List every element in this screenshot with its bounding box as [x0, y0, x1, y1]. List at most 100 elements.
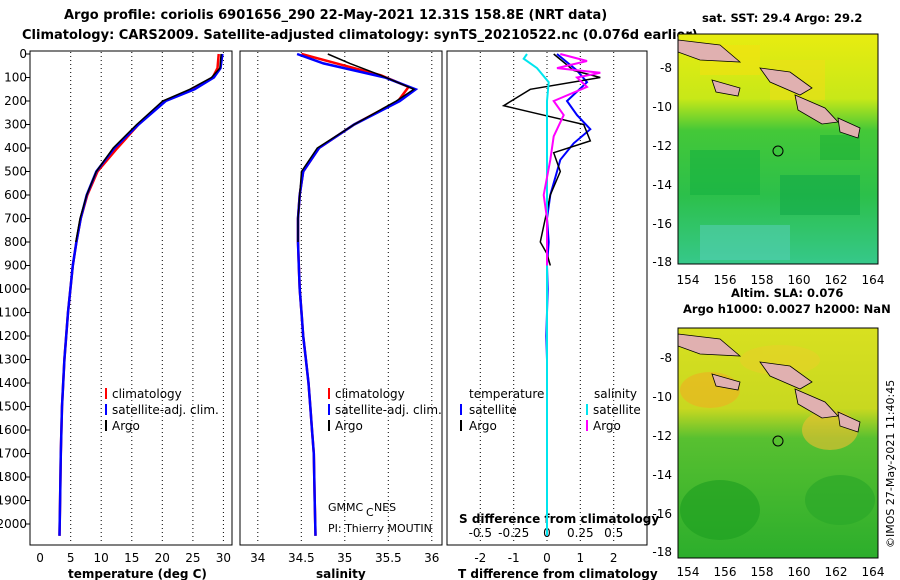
- lat-label: -10: [652, 390, 672, 404]
- lon-label: 162: [825, 273, 848, 287]
- xtick-label: 0: [543, 551, 551, 565]
- sst-map: sat. SST: 29.4 Argo: 29.2 -8 -10 -12 -14…: [652, 11, 884, 287]
- lon-label: 164: [862, 273, 885, 287]
- lon-label: 164: [862, 565, 885, 579]
- diff-series-s-satellite: [522, 53, 550, 536]
- salinity-xtick-labels: 34 34.5 35 35.5 36: [250, 551, 439, 565]
- sla-islands: [677, 333, 861, 433]
- difference-legend: temperature satellite Argo salinity sate…: [460, 387, 641, 433]
- ytick-label: 1100: [0, 306, 27, 320]
- xtick2-label: -0.25: [498, 526, 529, 540]
- xtick2-label: 0.25: [567, 526, 594, 540]
- ytick-label: 200: [4, 94, 27, 108]
- xtick-label: 35: [337, 551, 352, 565]
- ytick-label: 900: [4, 259, 27, 273]
- temp-series-satellite-adj: [58, 53, 224, 536]
- temperature-legend: climatology satellite-adj. clim. Argo: [105, 387, 219, 433]
- lat-label: -18: [652, 545, 672, 559]
- legend-t-satellite: satellite: [469, 403, 517, 417]
- argo-location-marker: [772, 435, 784, 447]
- difference-xtick2-labels: -0.5 -0.25 0 0.25 0.5: [469, 526, 624, 540]
- sla-texture: [680, 345, 875, 540]
- ytick-label: 1600: [0, 423, 27, 437]
- sst-yticks: -8 -10 -12 -14 -16 -18: [652, 61, 672, 269]
- xtick-label: 30: [216, 551, 231, 565]
- t-difference-axis-label: T difference from climatology: [458, 567, 658, 580]
- xtick-label: 1: [576, 551, 584, 565]
- xtick2-label: 0.5: [604, 526, 623, 540]
- sla-map: Altim. SLA: 0.076 Argo h1000: 0.0027 h20…: [652, 286, 890, 579]
- lon-label: 160: [788, 273, 811, 287]
- legend-argo: Argo: [112, 419, 140, 433]
- ytick-label: 1700: [0, 447, 27, 461]
- ytick-label: 1800: [0, 470, 27, 484]
- temperature-plot-frame: [29, 50, 233, 546]
- legend-climatology: climatology: [335, 387, 405, 401]
- ytick-label: 2000: [0, 517, 27, 531]
- lon-label: 154: [677, 273, 700, 287]
- ytick-label: 1200: [0, 329, 27, 343]
- lat-label: -12: [652, 139, 672, 153]
- legend-climatology: climatology: [112, 387, 182, 401]
- sst-islands: [677, 39, 861, 139]
- legend-s-satellite: satellite: [593, 403, 641, 417]
- lon-label: 158: [751, 565, 774, 579]
- lon-label: 154: [677, 565, 700, 579]
- ytick-label: 1400: [0, 376, 27, 390]
- xtick-label: -1: [508, 551, 520, 565]
- sla-xticks: 154 156 158 160 162 164: [677, 565, 885, 579]
- sst-xticks: 154 156 158 160 162 164: [677, 273, 885, 287]
- xtick-label: 20: [155, 551, 170, 565]
- xtick-label: -2: [474, 551, 486, 565]
- difference-panel: -2 -1 0 1 2 -0.5 -0.25 0 0.25 0.5 S diff…: [446, 50, 659, 580]
- sla-yticks: -8 -10 -12 -14 -16 -18: [652, 351, 672, 559]
- credit-gmmc: GMMC: [328, 501, 364, 514]
- lon-label: 158: [751, 273, 774, 287]
- lat-label: -10: [652, 100, 672, 114]
- diff-series-s-argo: [542, 53, 601, 266]
- argo-location-marker: [772, 145, 784, 157]
- xtick-label: 25: [185, 551, 200, 565]
- depth-tick-labels: 0 100 200 300 400 500 600 700 800 900 10…: [0, 47, 27, 531]
- ytick-label: 1000: [0, 282, 27, 296]
- legend-satellite-adj: satellite-adj. clim.: [112, 403, 219, 417]
- temperature-axis-label: temperature (deg C): [68, 567, 207, 580]
- ytick-label: 1900: [0, 494, 27, 508]
- legend-t-argo: Argo: [469, 419, 497, 433]
- ytick-label: 300: [4, 118, 27, 132]
- lat-label: -14: [652, 178, 672, 192]
- xtick-label: 10: [94, 551, 109, 565]
- temp-series-argo: [75, 53, 222, 243]
- legend-salinity-title: salinity: [594, 387, 637, 401]
- credit-nes: NES: [374, 501, 396, 514]
- credit-pi: PI: Thierry MOUTIN: [328, 522, 432, 535]
- xtick-label: 35.5: [375, 551, 402, 565]
- difference-plot-frame: [446, 50, 648, 546]
- ytick-label: 0: [19, 47, 27, 61]
- temp-series-climatology: [58, 53, 220, 536]
- lon-label: 160: [788, 565, 811, 579]
- lat-label: -8: [660, 351, 672, 365]
- lat-label: -14: [652, 468, 672, 482]
- sst-map-frame: [677, 33, 879, 265]
- ytick-label: 1300: [0, 353, 27, 367]
- ytick-label: 100: [4, 71, 27, 85]
- legend-s-argo: Argo: [593, 419, 621, 433]
- temperature-grid: [70, 52, 224, 544]
- lat-label: -16: [652, 217, 672, 231]
- temperature-panel: 0 100 200 300 400 500 600 700 800 900 10…: [0, 47, 233, 580]
- xtick-label: 15: [124, 551, 139, 565]
- credits: GMMC C NES PI: Thierry MOUTIN: [328, 501, 432, 535]
- legend-argo: Argo: [335, 419, 363, 433]
- sla-map-title-1: Altim. SLA: 0.076: [731, 286, 843, 300]
- legend-temperature-title: temperature: [469, 387, 544, 401]
- ytick-label: 1500: [0, 400, 27, 414]
- title-line-1: Argo profile: coriolis 6901656_290 22-Ma…: [64, 8, 607, 23]
- ytick-label: 700: [4, 212, 27, 226]
- lon-label: 162: [825, 565, 848, 579]
- sal-series-satellite-adj: [296, 52, 419, 536]
- footer-copyright: ©IMOS 27-May-2021 11:40:45: [884, 380, 897, 548]
- xtick-label: 0: [36, 551, 44, 565]
- legend-satellite-adj: satellite-adj. clim.: [335, 403, 442, 417]
- credit-gmmc-subscript: C: [366, 506, 374, 519]
